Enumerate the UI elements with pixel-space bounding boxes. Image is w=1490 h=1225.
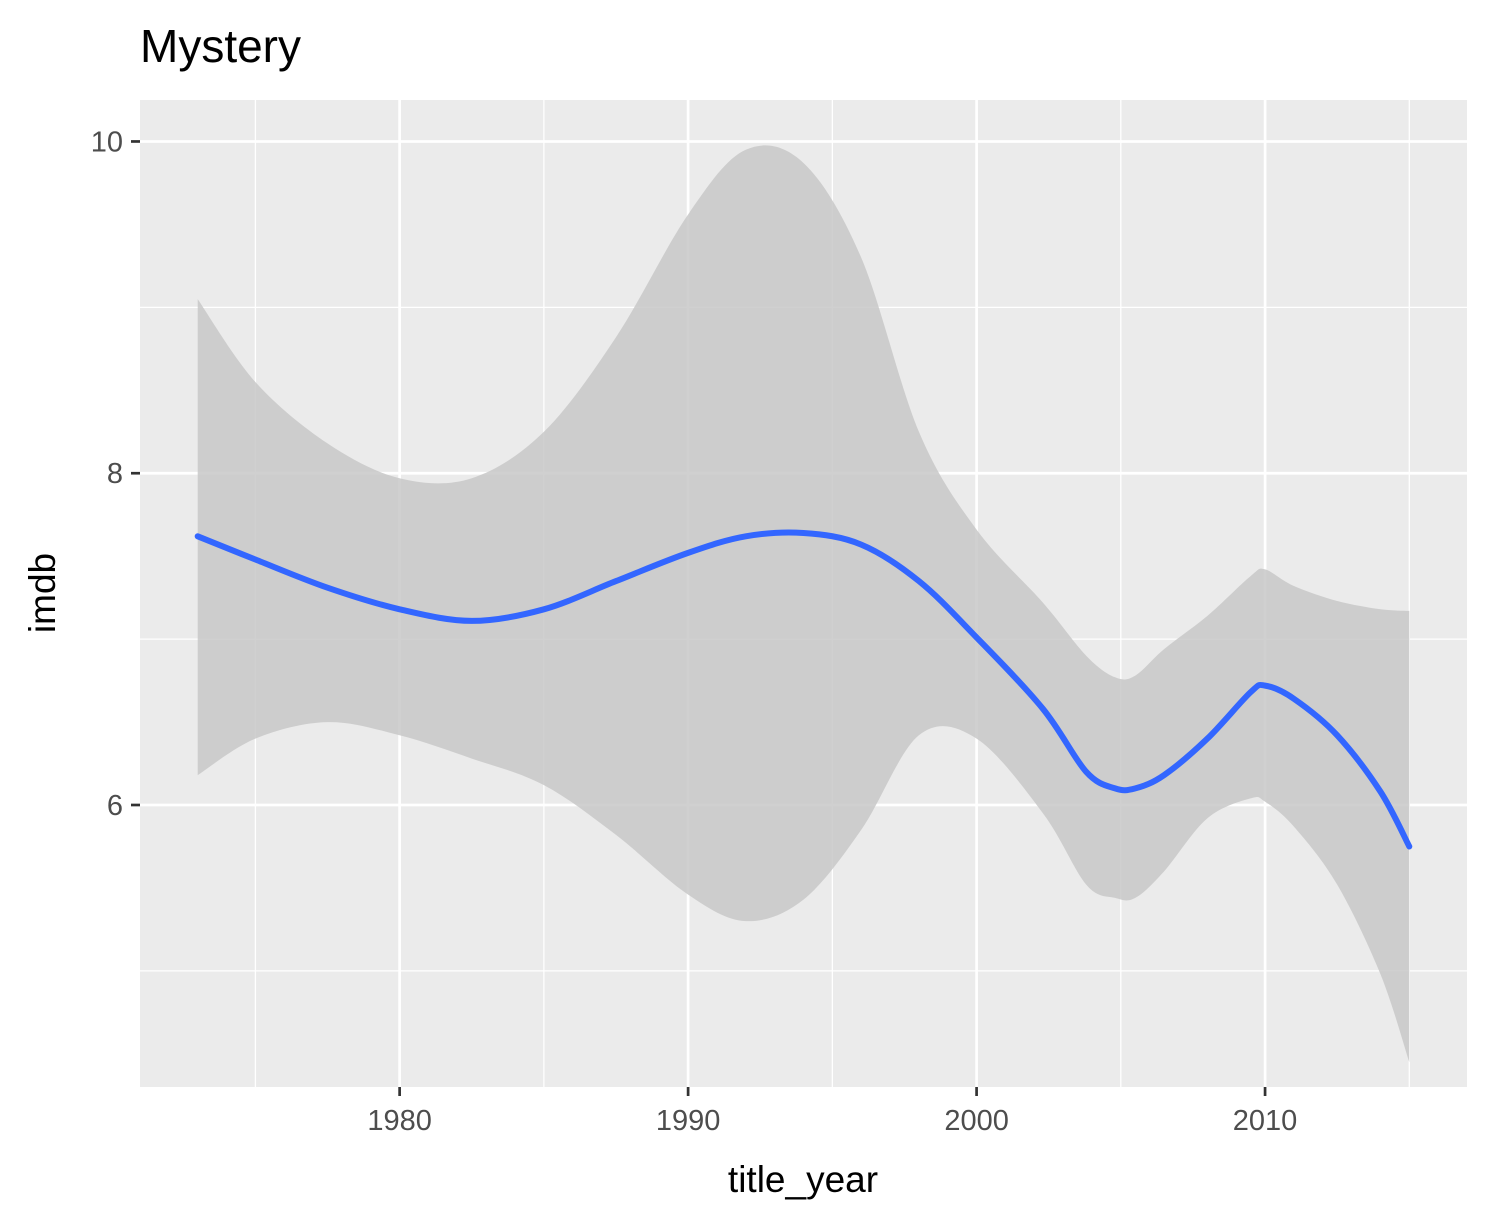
confidence-ribbon	[197, 145, 1410, 1063]
y-axis: 6 8 10	[91, 126, 140, 822]
chart-title: Mystery	[140, 20, 301, 72]
y-tick-label: 8	[107, 458, 123, 490]
y-tick-label: 6	[107, 790, 123, 822]
y-axis-title: imdb	[22, 553, 63, 633]
x-tick-label: 1980	[367, 1105, 432, 1137]
x-tick-label: 2010	[1233, 1105, 1298, 1137]
x-tick-label: 2000	[944, 1105, 1009, 1137]
x-tick-label: 1990	[656, 1105, 721, 1137]
y-tick-label: 10	[91, 126, 123, 158]
x-axis: 1980 1990 2000 2010	[367, 1087, 1297, 1137]
smooth-line	[194, 529, 1413, 850]
x-axis-title: title_year	[728, 1159, 878, 1200]
